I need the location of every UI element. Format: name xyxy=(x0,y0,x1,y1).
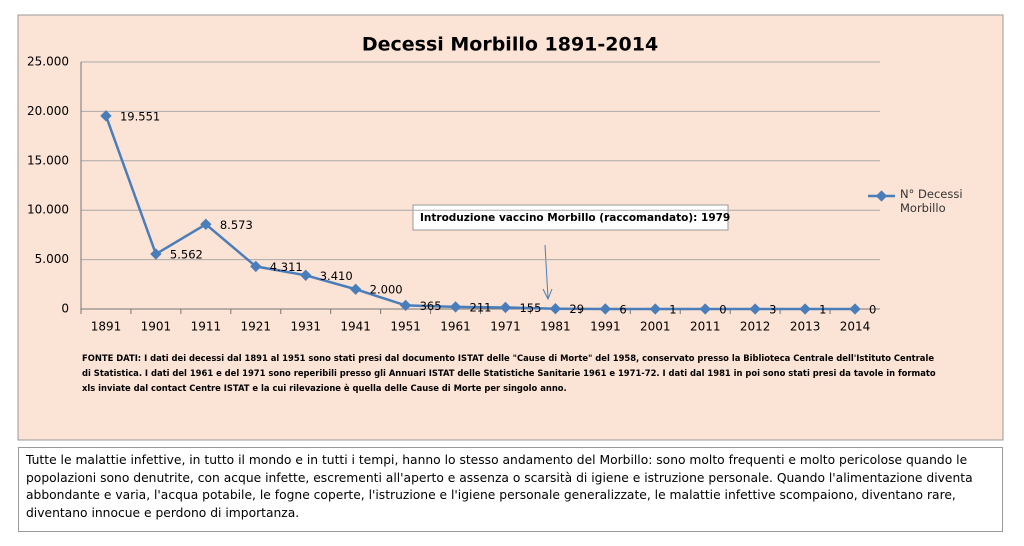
data-label: 19.551 xyxy=(120,109,160,123)
data-label: 1 xyxy=(819,302,826,316)
data-label: 8.573 xyxy=(220,218,253,232)
marker xyxy=(399,299,412,312)
y-tick-label: 0 xyxy=(61,302,69,316)
marker xyxy=(599,303,612,315)
data-label: 5.562 xyxy=(170,248,203,262)
marker xyxy=(250,260,262,273)
chart-title: Decessi Morbillo 1891-2014 xyxy=(362,34,658,56)
x-tick-label: 1981 xyxy=(540,320,571,334)
y-tick-label: 15.000 xyxy=(27,153,69,167)
data-label: 155 xyxy=(519,301,541,315)
annotation-box xyxy=(412,204,729,231)
marker xyxy=(849,303,861,315)
x-tick-label: 2014 xyxy=(840,320,871,334)
data-label: 4.311 xyxy=(270,260,303,274)
annotation-arrowhead xyxy=(542,288,553,301)
x-tick-label: 1931 xyxy=(290,320,321,334)
marker xyxy=(649,303,661,315)
data-label: 0 xyxy=(719,303,726,317)
marker xyxy=(799,303,811,315)
marker xyxy=(699,303,711,315)
x-tick-label: 1991 xyxy=(590,320,621,334)
x-tick-label: 1891 xyxy=(91,320,122,334)
x-tick-label: 2012 xyxy=(740,320,771,334)
marker xyxy=(549,303,562,315)
line xyxy=(104,115,856,311)
data-label: 365 xyxy=(420,299,442,313)
x-tick-label: 1971 xyxy=(490,320,521,334)
data-label: 211 xyxy=(470,300,492,314)
body-text: Tutte le malattie infettive, in tutto il… xyxy=(18,447,1003,532)
data-label: 1 xyxy=(669,302,676,316)
annotation-arrow xyxy=(544,244,549,299)
data-label: 3.410 xyxy=(320,269,353,283)
y-tick-label: 25.000 xyxy=(27,55,69,69)
marker xyxy=(349,283,362,295)
marker xyxy=(150,248,162,260)
marker xyxy=(200,218,212,230)
legend-label: N° Decessi Morbillo xyxy=(900,187,963,215)
marker xyxy=(499,301,512,314)
marker xyxy=(300,269,312,281)
x-tick-label: 1921 xyxy=(241,320,272,334)
annotation: Introduzione vaccino Morbillo (raccomand… xyxy=(420,212,730,224)
x-tick-label: 1951 xyxy=(390,320,421,334)
data-label: 3 xyxy=(769,302,776,316)
x-tick-label: 1901 xyxy=(141,320,172,334)
x-tick-label: 2001 xyxy=(640,320,671,334)
data-label: 29 xyxy=(569,302,584,316)
data-label: 2.000 xyxy=(370,283,403,297)
y-tick-label: 5.000 xyxy=(35,252,69,266)
marker xyxy=(749,303,761,315)
x-tick-label: 2011 xyxy=(690,320,721,334)
x-tick-label: 2013 xyxy=(790,320,821,334)
y-tick-label: 20.000 xyxy=(27,104,69,118)
x-tick-label: 1911 xyxy=(191,320,222,334)
x-tick-label: 1961 xyxy=(440,320,471,334)
source-note: FONTE DATI: I dati dei decessi dal 1891 … xyxy=(82,353,936,393)
marker xyxy=(449,301,462,313)
data-label: 0 xyxy=(869,303,876,317)
legend-marker xyxy=(875,190,888,202)
y-tick-label: 10.000 xyxy=(27,203,69,217)
data-label: 6 xyxy=(619,302,626,316)
x-tick-label: 1941 xyxy=(340,320,371,334)
